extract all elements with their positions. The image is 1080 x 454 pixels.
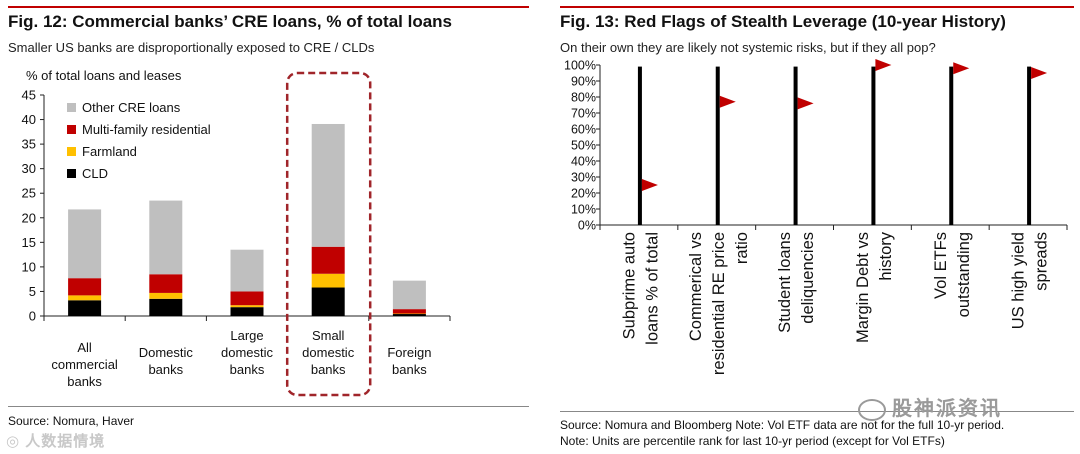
y-tick-label: 40: [22, 112, 36, 127]
red-flag-marker: [953, 62, 970, 75]
x-category-label-line: loans % of total: [643, 232, 661, 345]
x-category-label: Domestic banks: [139, 345, 194, 377]
legend-swatch: [67, 147, 76, 156]
legend-label: CLD: [82, 166, 108, 181]
y-tick-label: 25: [22, 186, 36, 201]
bar-segment-cld: [311, 287, 345, 316]
x-category-label-line: Margin Debt vs: [854, 232, 872, 343]
y-tick-label: 90%: [571, 75, 596, 89]
fig13-subtitle: On their own they are likely not systemi…: [560, 40, 936, 55]
x-category-label-line: ratio: [733, 232, 751, 264]
fig12-source: Source: Nomura, Haver: [8, 414, 135, 428]
x-category-label-line: Student loans: [776, 232, 794, 333]
y-tick-label: 70%: [571, 107, 596, 121]
bar-segment-other-cre-loans: [311, 123, 345, 247]
fig13-source-line2: Note: Units are percentile rank for last…: [560, 434, 945, 448]
watermark-logo-icon: [858, 398, 886, 421]
x-category-label-line: spreads: [1033, 232, 1051, 291]
fig12-top-rule: [8, 6, 529, 8]
y-tick-label: 5: [29, 284, 36, 299]
bar-segment-multi-family-residential: [392, 309, 426, 314]
y-tick-label: 10%: [571, 203, 596, 217]
fig12-chart: % of total loans and leases 0 5 10 15 20 25 30 3…: [22, 68, 451, 397]
x-category-label: Foreign banks: [387, 345, 431, 377]
flag-pole: [1027, 66, 1032, 225]
y-tick-label: 35: [22, 137, 36, 152]
fig13-bottom-rule: [560, 411, 1074, 412]
y-tick-label: 80%: [571, 91, 596, 105]
legend-swatch: [67, 103, 76, 112]
y-tick-label: 0: [29, 309, 36, 324]
fig12-title: Fig. 12: Commercial banks’ CRE loans, % …: [8, 12, 452, 31]
x-category-label-line: history: [877, 231, 895, 280]
fig13-chart: 0% 10% 20% 30% 40% 50% 60% 70% 80% 90% 100% Subprim…: [564, 59, 1068, 375]
legend-swatch: [67, 125, 76, 134]
y-axis-label: % of total loans and leases: [26, 68, 182, 83]
bar-segment-farmland: [311, 273, 345, 288]
flag-pole: [715, 66, 720, 225]
red-flag-marker: [797, 97, 814, 110]
x-category-label-line: US high yield: [1010, 232, 1028, 329]
bar-segment-cld: [392, 314, 426, 316]
red-flag-marker: [875, 59, 892, 71]
y-tick-label: 10: [22, 259, 36, 274]
legend-swatch: [67, 169, 76, 178]
y-tick-label: 0%: [578, 219, 596, 233]
fig13-source-line1: Source: Nomura and Bloomberg Note: Vol E…: [560, 418, 1005, 432]
bar-segment-cld: [68, 300, 102, 316]
fig13-panel: Fig. 13: Red Flags of Stealth Leverage (…: [552, 0, 1080, 454]
bar-segment-other-cre-loans: [392, 280, 426, 310]
y-tick-label: 15: [22, 235, 36, 250]
flag-pole: [871, 66, 876, 225]
fig12-subtitle: Smaller US banks are disproportionally e…: [8, 40, 375, 55]
y-tick-label: 60%: [571, 123, 596, 137]
x-category-label-line: Subprime auto: [620, 232, 638, 339]
x-category-label: All commercial banks: [51, 340, 118, 389]
y-tick-label: 45: [22, 88, 36, 103]
bar-segment-multi-family-residential: [311, 246, 345, 274]
legend-label: Farmland: [82, 144, 137, 159]
y-tick-label: 100%: [564, 59, 596, 73]
bar-segment-multi-family-residential: [230, 291, 264, 306]
bar-segment-other-cre-loans: [68, 209, 102, 279]
y-tick-label: 40%: [571, 155, 596, 169]
fig13-title: Fig. 13: Red Flags of Stealth Leverage (…: [560, 12, 1006, 31]
x-category-label-line: residential RE price: [710, 232, 728, 375]
watermark-right-text: 股神派资讯: [892, 398, 1002, 420]
fig12-bottom-rule: [8, 406, 529, 407]
y-tick-label: 20%: [571, 187, 596, 201]
bar-segment-multi-family-residential: [149, 274, 183, 293]
fig13-top-rule: [560, 6, 1074, 8]
y-tick-label: 30%: [571, 171, 596, 185]
legend-label: Other CRE loans: [82, 100, 181, 115]
x-category-label: Large domestic banks: [221, 328, 274, 377]
fig12-panel: Fig. 12: Commercial banks’ CRE loans, % …: [0, 0, 535, 454]
bar-segment-other-cre-loans: [230, 249, 264, 292]
bar-segment-cld: [149, 298, 183, 316]
x-category-label-line: Commerical vs: [687, 232, 705, 341]
bar-segment-farmland: [68, 295, 102, 301]
bar-segment-multi-family-residential: [68, 278, 102, 296]
x-category-label-line: Vol ETFs: [932, 232, 950, 299]
x-category-label-line: deliquencies: [799, 232, 817, 324]
flag-pole: [637, 66, 642, 225]
watermark-right: 股神派资讯: [858, 392, 1002, 421]
flag-pole: [949, 66, 954, 225]
bar-segment-farmland: [149, 292, 183, 299]
red-flag-marker: [719, 95, 736, 108]
flag-pole: [793, 66, 798, 225]
y-tick-label: 50%: [571, 139, 596, 153]
bar-segment-cld: [230, 307, 264, 316]
y-tick-label: 30: [22, 161, 36, 176]
x-category-label-line: outstanding: [955, 232, 973, 317]
red-flag-marker: [1031, 67, 1048, 79]
legend-label: Multi-family residential: [82, 122, 211, 137]
watermark-left: ◎ 人数据情境: [6, 433, 106, 450]
x-category-label: Small domestic banks: [302, 328, 355, 377]
bar-segment-other-cre-loans: [149, 200, 183, 275]
y-tick-label: 20: [22, 210, 36, 225]
red-flag-marker: [641, 179, 658, 191]
bar-segment-farmland: [230, 305, 264, 308]
